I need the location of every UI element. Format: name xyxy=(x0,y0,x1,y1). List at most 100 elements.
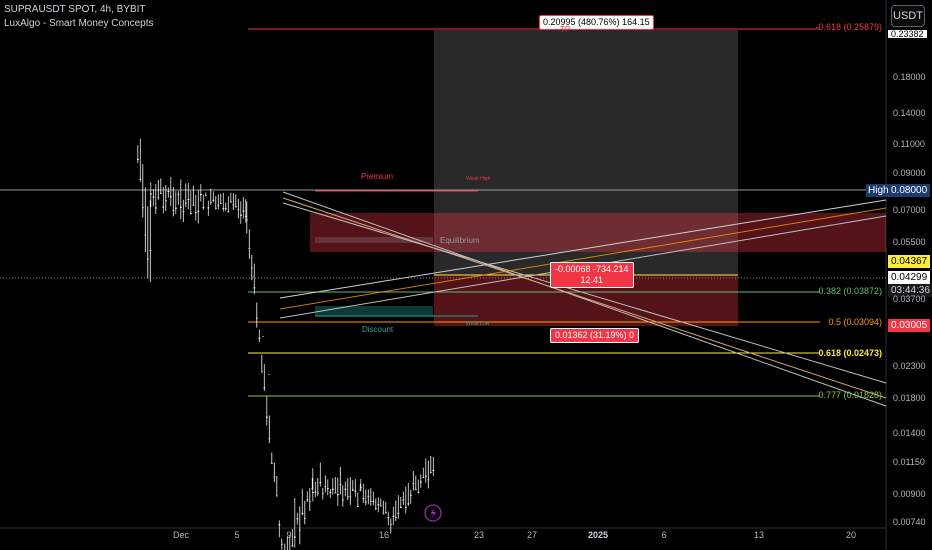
candle-body xyxy=(242,210,245,212)
candle-body xyxy=(273,476,276,478)
candle-body xyxy=(210,201,212,203)
trendline-lower-alt xyxy=(279,207,887,310)
candle-body xyxy=(347,496,349,498)
demand-zone xyxy=(315,306,433,316)
candle-body xyxy=(212,199,215,201)
candle-body xyxy=(152,196,155,198)
weak-low-label: Weak Low xyxy=(466,321,490,327)
candle-body xyxy=(180,206,182,208)
candle-body xyxy=(427,479,430,481)
candle-body xyxy=(271,462,273,464)
discount-label: Discount xyxy=(362,325,394,334)
high-value-badge: 0.08000 xyxy=(888,184,931,197)
candle-body xyxy=(253,287,256,289)
candle-body xyxy=(294,536,296,538)
candle-body xyxy=(306,499,309,501)
entry-ratio: 12.41 xyxy=(580,275,604,285)
equilibrium-zone xyxy=(315,237,433,243)
candle-body xyxy=(324,486,327,488)
candle-body xyxy=(380,505,382,507)
x-tick: 13 xyxy=(753,530,765,540)
y-tick: 0.07000 xyxy=(893,205,926,215)
currency-button[interactable]: USDT xyxy=(891,5,925,27)
candle-body xyxy=(420,481,422,483)
candle-body xyxy=(170,196,172,198)
candle-body xyxy=(327,488,329,490)
candle-body xyxy=(177,193,180,195)
candle-body xyxy=(317,492,319,494)
countdown-badge: 03:44:36 xyxy=(888,284,932,297)
lightning-icon xyxy=(424,504,442,522)
symbol-title: SUPRAUSDT SPOT, 4h, BYBIT xyxy=(4,4,146,15)
candle-body xyxy=(309,501,311,503)
candle-body xyxy=(370,500,372,502)
candle-body xyxy=(160,192,162,194)
candle-body xyxy=(187,199,190,201)
candle-body xyxy=(432,469,435,471)
candle-body xyxy=(202,207,205,209)
y-tick: 0.11000 xyxy=(893,139,925,149)
candle-body xyxy=(296,518,299,520)
candle-body xyxy=(312,491,314,493)
candle-body xyxy=(395,517,397,519)
candle-body xyxy=(276,495,278,497)
candle-body xyxy=(332,488,334,490)
candle-body xyxy=(215,207,217,209)
y-tick: 0.14000 xyxy=(893,108,926,118)
candle-body xyxy=(425,475,427,477)
trendline-upper-2 xyxy=(282,202,887,384)
candle-body xyxy=(372,500,375,502)
candle-body xyxy=(182,211,185,213)
y-tick: 0.09000 xyxy=(893,168,926,178)
candle-body xyxy=(385,512,387,514)
fib-label-0777: 0.777 (0.01828) xyxy=(818,390,882,400)
candle-body xyxy=(175,207,177,209)
high-label-badge: High xyxy=(866,184,891,197)
candle-body xyxy=(362,498,365,500)
target-zone xyxy=(434,30,738,275)
candle-body xyxy=(147,258,149,260)
candle-body xyxy=(337,494,339,496)
candle-body xyxy=(301,512,304,514)
x-tick: 23 xyxy=(473,530,485,540)
fib-label-neg0618: -0.618 (0.25879) xyxy=(815,22,882,32)
candle-body xyxy=(365,501,367,503)
candle-body xyxy=(150,193,152,195)
x-tick: Dec xyxy=(172,530,190,540)
current-price-badge: 0.04299 xyxy=(888,271,931,284)
candle-body xyxy=(360,487,362,489)
candle-body xyxy=(268,374,270,376)
candle-body xyxy=(417,492,420,494)
x-tick: 20 xyxy=(845,530,857,540)
candle-body xyxy=(220,203,222,205)
candle-body xyxy=(430,472,432,474)
trendline-upper-alt xyxy=(282,197,887,399)
y-tick: 0.05500 xyxy=(893,237,926,247)
candle-body xyxy=(354,490,357,492)
fib-label-0618: 0.618 (0.02473) xyxy=(818,348,882,358)
candle-body xyxy=(240,214,242,216)
candle-body xyxy=(222,208,225,210)
candle-body xyxy=(291,545,294,547)
fib-label-05: 0.5 (0.03094) xyxy=(828,317,882,327)
candle-body xyxy=(334,492,337,494)
candle-body xyxy=(266,416,268,418)
candle-body xyxy=(263,387,266,389)
candle-body xyxy=(415,489,417,491)
target-box[interactable]: 0.20995 (480.76%) 164.15 xyxy=(539,15,654,30)
stop-box[interactable]: 0.01362 (31.19%) 0 xyxy=(550,328,640,343)
candle-body xyxy=(155,207,157,209)
candle-body xyxy=(402,499,405,501)
candle-body xyxy=(299,529,301,531)
candle-body xyxy=(329,491,332,493)
candle-body xyxy=(390,523,392,525)
candle-body xyxy=(192,204,195,206)
equilibrium-label: Equilibrium xyxy=(440,236,480,245)
entry-box[interactable]: -0.00068 -734.214 12.41 xyxy=(550,262,634,288)
indicator-name[interactable]: LuxAlgo - Smart Money Concepts xyxy=(4,18,154,29)
candle-body xyxy=(405,506,407,508)
candle-body xyxy=(262,336,264,338)
candle-body xyxy=(149,250,152,252)
